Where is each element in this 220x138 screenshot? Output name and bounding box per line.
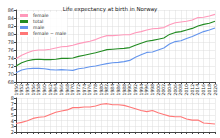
svg-text:1968: 1968 [65,84,70,96]
svg-text:1990: 1990 [127,84,132,96]
svg-text:2002: 2002 [161,84,166,96]
svg-text:2: 2 [11,129,14,135]
svg-text:2016: 2016 [201,84,206,96]
svg-text:1980: 1980 [99,84,104,96]
svg-text:1962: 1962 [48,84,53,96]
svg-text:1998: 1998 [150,84,155,96]
svg-text:80: 80 [8,31,14,37]
svg-text:1994: 1994 [139,84,144,96]
svg-text:1996: 1996 [144,84,149,96]
svg-text:1954: 1954 [25,84,30,96]
svg-text:76: 76 [8,47,14,53]
svg-text:5: 5 [11,112,14,118]
svg-text:70: 70 [8,71,14,77]
svg-text:1992: 1992 [133,84,138,96]
svg-text:3: 3 [11,123,14,129]
svg-text:total: total [33,19,43,24]
svg-text:1966: 1966 [59,84,64,96]
svg-text:7: 7 [11,101,14,107]
svg-text:2018: 2018 [207,84,212,96]
svg-text:86: 86 [8,7,14,13]
svg-text:Life expectancy at birth in No: Life expectancy at birth in Norway [63,6,158,13]
svg-text:2006: 2006 [173,84,178,96]
svg-text:2010: 2010 [184,84,189,96]
svg-text:1982: 1982 [104,84,109,96]
svg-text:1964: 1964 [53,84,58,96]
svg-text:1976: 1976 [87,84,92,96]
svg-text:1952: 1952 [19,84,24,96]
svg-text:1974: 1974 [82,84,87,96]
svg-text:1960: 1960 [42,84,47,96]
svg-text:1956: 1956 [31,84,36,96]
svg-text:male: male [33,25,44,30]
svg-text:6: 6 [11,106,14,112]
svg-text:1972: 1972 [76,84,81,96]
svg-text:2012: 2012 [190,84,195,96]
svg-text:2000: 2000 [156,84,161,96]
svg-text:female − male: female − male [33,31,67,36]
svg-text:1958: 1958 [36,84,41,96]
svg-text:1970: 1970 [70,84,75,96]
svg-text:2008: 2008 [178,84,183,96]
svg-text:1984: 1984 [110,84,115,96]
svg-text:84: 84 [8,15,14,21]
svg-text:82: 82 [8,23,14,29]
svg-text:8: 8 [10,95,14,101]
svg-text:4: 4 [11,118,14,124]
svg-text:1986: 1986 [116,84,121,96]
svg-text:2014: 2014 [195,84,200,96]
svg-text:1978: 1978 [93,84,98,96]
svg-text:2004: 2004 [167,84,172,96]
svg-text:2020: 2020 [213,84,218,96]
svg-text:78: 78 [8,39,14,45]
svg-text:68: 68 [7,79,14,85]
svg-text:1950: 1950 [14,84,19,96]
svg-text:74: 74 [8,55,14,61]
svg-text:72: 72 [8,63,14,69]
svg-text:1988: 1988 [122,84,127,96]
svg-text:female: female [33,13,49,18]
